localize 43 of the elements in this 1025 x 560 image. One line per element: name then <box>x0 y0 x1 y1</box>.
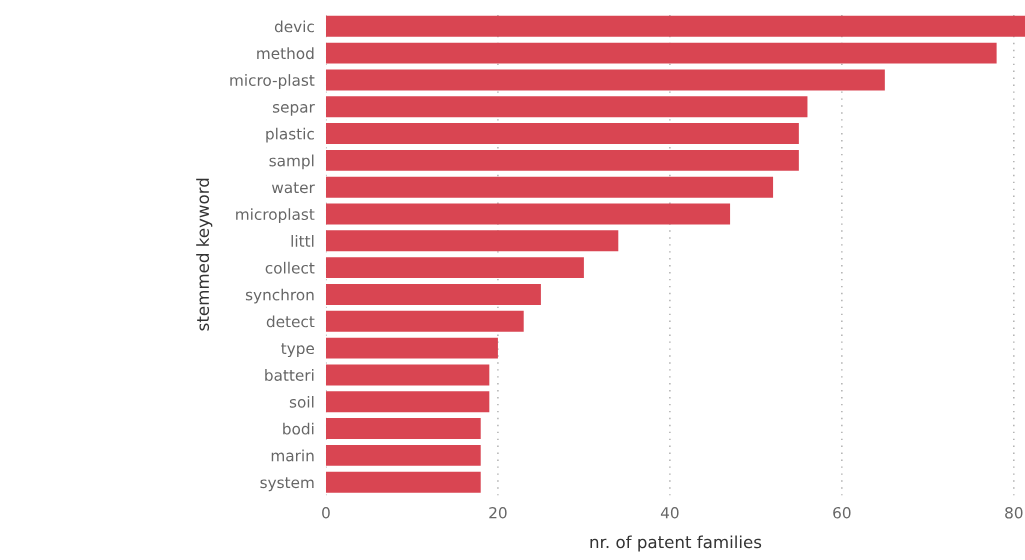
y-tick-label: method <box>257 47 314 60</box>
bar <box>325 471 481 493</box>
y-tick-label: devic <box>274 20 314 33</box>
y-tick-label: system <box>260 477 314 492</box>
y-tick-label: water <box>271 182 315 194</box>
bar <box>325 149 799 171</box>
y-tick-label: collect <box>265 261 315 274</box>
x-tick-label: 0 <box>322 506 330 519</box>
y-tick-label: synchron <box>245 288 314 304</box>
bar <box>325 42 997 64</box>
y-tick-label: batteri <box>265 369 314 381</box>
y-tick-label: detect <box>266 315 315 328</box>
y-tick-label: sampl <box>269 154 314 170</box>
x-tick-label: 40 <box>660 506 679 519</box>
bar <box>325 418 481 440</box>
bar <box>325 391 490 413</box>
y-tick-label: soil <box>289 395 314 408</box>
bar <box>325 310 524 332</box>
bar <box>325 15 1025 37</box>
y-axis-title: stemmed keyword <box>196 178 213 331</box>
bar <box>325 203 731 225</box>
bar <box>325 284 541 305</box>
y-tick-label: microplast <box>236 208 315 223</box>
y-tick-label: micro-plast <box>230 74 315 89</box>
bar <box>325 96 808 118</box>
y-tick-label: separ <box>272 103 315 116</box>
bar <box>325 364 490 386</box>
bar <box>325 123 799 145</box>
bar <box>325 257 584 279</box>
bar <box>325 230 619 252</box>
x-tick-label: 80 <box>1005 506 1023 519</box>
y-tick-label: bodi <box>283 422 314 435</box>
x-axis-title: nr. of patent families <box>590 535 762 552</box>
x-tick-label: 60 <box>833 506 851 519</box>
bar <box>325 69 885 91</box>
x-tick-label: 20 <box>489 506 507 519</box>
y-tick-label: littl <box>291 235 314 247</box>
bar <box>325 337 498 359</box>
y-tick-label: type <box>281 343 315 358</box>
y-tick-label: plastic <box>266 127 314 143</box>
y-tick-label: marin <box>271 449 314 462</box>
bar <box>325 176 774 198</box>
bar <box>325 444 481 466</box>
